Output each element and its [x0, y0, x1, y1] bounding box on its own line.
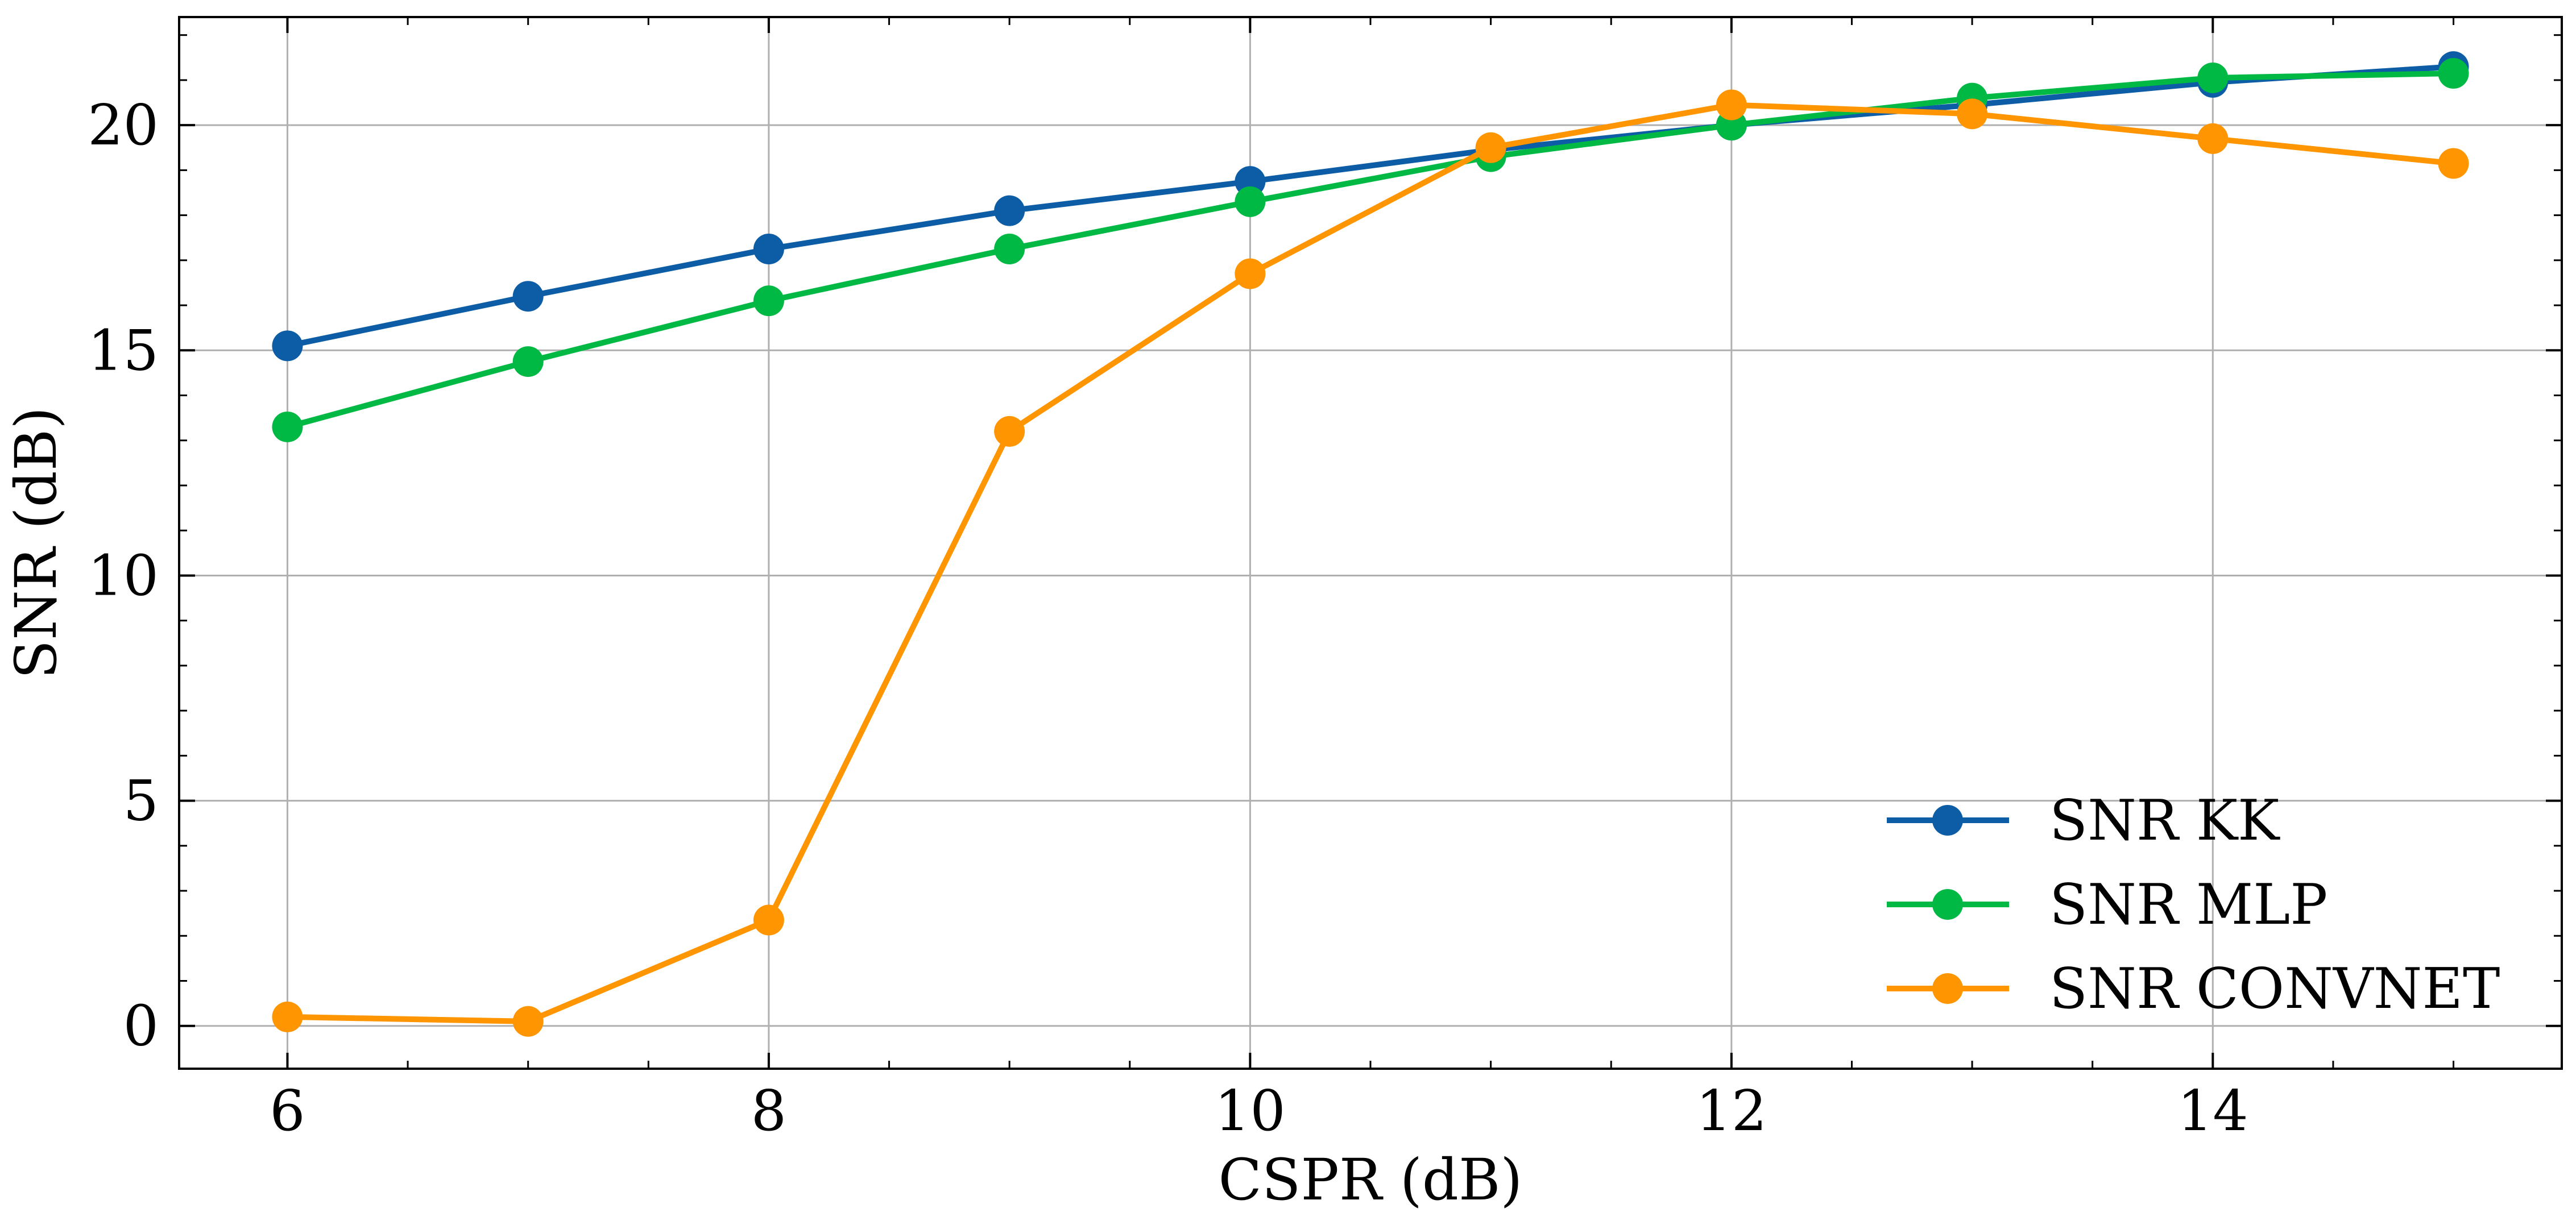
x-tick-label: 6 — [270, 1079, 305, 1144]
series-line — [287, 70, 2454, 430]
legend-swatch-marker — [1932, 805, 1963, 836]
x-tick-label: 8 — [751, 1079, 786, 1144]
data-point — [753, 234, 784, 265]
data-point — [1235, 186, 1266, 217]
y-tick-label: 5 — [123, 769, 159, 834]
legend-label: SNR KK — [2049, 788, 2280, 853]
data-point — [1235, 258, 1266, 289]
y-tick-label: 20 — [88, 93, 159, 158]
series-line — [287, 102, 2454, 1024]
x-tick-label: 10 — [1215, 1079, 1286, 1144]
data-point — [512, 1006, 544, 1037]
axis-ticks: 6 8 10 12 14 0 5 10 15 20 — [88, 17, 2562, 1144]
data-point — [994, 195, 1025, 226]
data-point — [2438, 148, 2469, 179]
legend-label: SNR CONVNET — [2049, 957, 2500, 1022]
y-tick-label: 15 — [88, 318, 159, 383]
series-0 — [272, 51, 2469, 362]
data-point — [753, 285, 784, 317]
data-point — [272, 330, 303, 362]
y-tick-label: 10 — [88, 543, 159, 608]
data-point — [272, 1001, 303, 1032]
data-point — [1475, 132, 1506, 163]
data-point — [2438, 58, 2469, 89]
data-point — [512, 346, 544, 377]
data-point — [2197, 62, 2229, 93]
data-point — [994, 234, 1025, 265]
plot-series — [272, 51, 2469, 1037]
data-point — [1957, 98, 1988, 130]
series-line — [287, 64, 2454, 349]
data-point — [272, 411, 303, 442]
legend-swatch-marker — [1932, 973, 1963, 1004]
legend-swatch-marker — [1932, 889, 1963, 920]
y-axis-label: SNR (dB) — [3, 407, 69, 679]
series-1 — [272, 58, 2469, 442]
data-point — [1716, 89, 1747, 121]
series-2 — [272, 89, 2469, 1037]
legend-label: SNR MLP — [2049, 873, 2327, 937]
legend: SNR KK SNR MLP SNR CONVNET — [1887, 788, 2500, 1022]
x-tick-label: 12 — [1696, 1079, 1767, 1144]
data-point — [994, 416, 1025, 447]
data-point — [2197, 123, 2229, 154]
x-axis-label: CSPR (dB) — [1219, 1147, 1523, 1213]
data-point — [512, 281, 544, 312]
data-point — [753, 904, 784, 936]
y-tick-label: 0 — [123, 994, 159, 1059]
x-tick-label: 14 — [2177, 1079, 2248, 1144]
